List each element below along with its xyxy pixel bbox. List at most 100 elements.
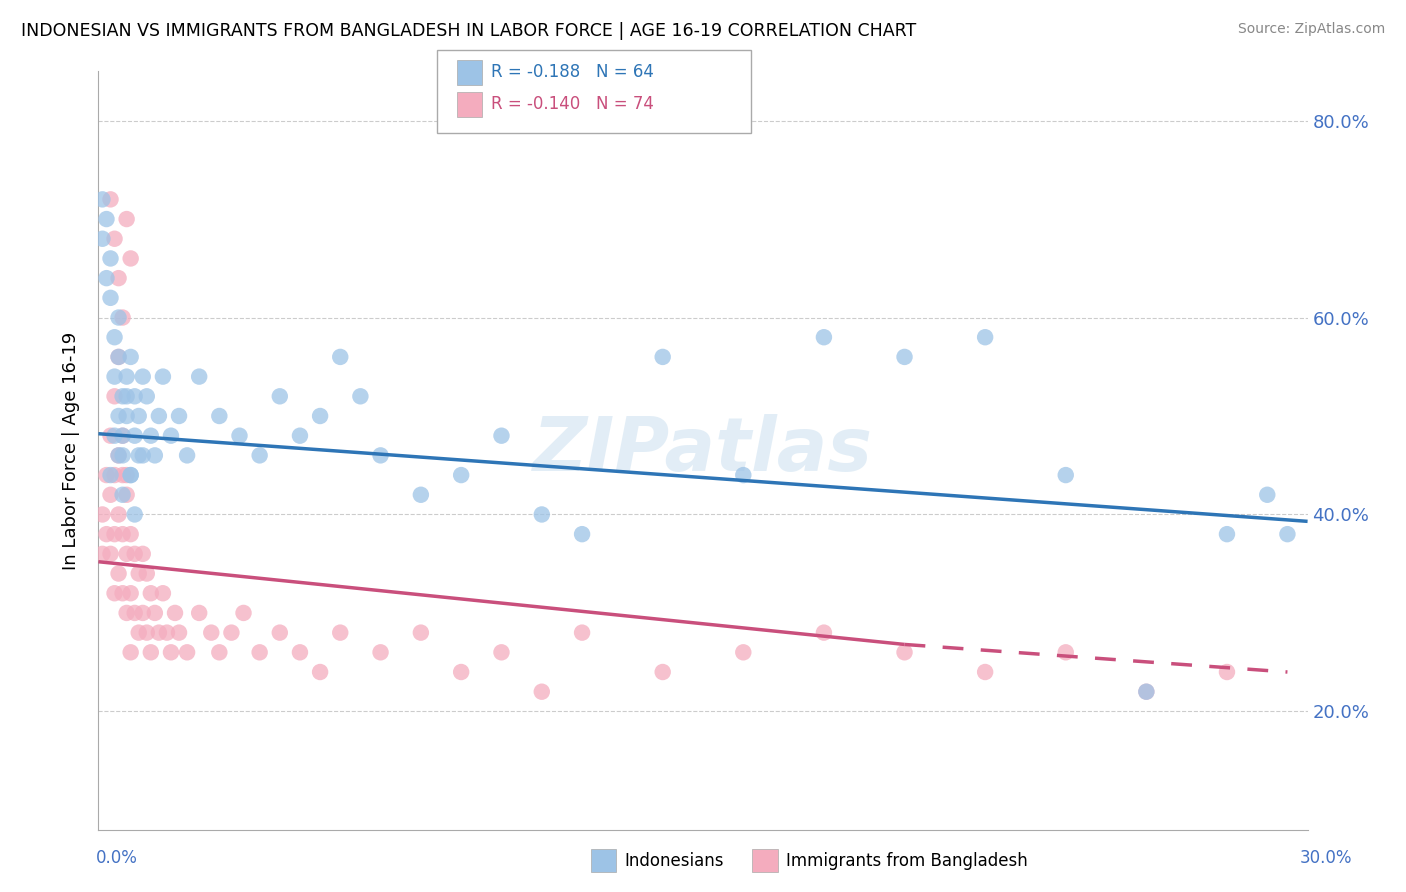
Point [128, 625, 150, 640]
Point [111, 468, 134, 483]
Point [163, 606, 186, 620]
Point [974, 330, 997, 344]
Point [530, 684, 553, 698]
Point [107, 409, 129, 423]
Point [167, 409, 190, 423]
Point [124, 547, 146, 561]
Point [100, 291, 122, 305]
Point [103, 527, 125, 541]
Point [111, 428, 134, 442]
Point [115, 389, 138, 403]
Point [148, 409, 170, 423]
Point [128, 409, 150, 423]
Point [100, 468, 122, 483]
Point [91, 193, 114, 207]
Point [91, 508, 114, 522]
Point [107, 350, 129, 364]
Point [103, 232, 125, 246]
Point [115, 488, 138, 502]
Point [124, 606, 146, 620]
Point [120, 468, 142, 483]
Point [288, 428, 311, 442]
Point [100, 428, 122, 442]
Point [111, 310, 134, 325]
Point [571, 625, 593, 640]
Point [156, 625, 179, 640]
Point [309, 665, 332, 679]
Point [107, 508, 129, 522]
Point [139, 586, 162, 600]
Point [143, 449, 166, 463]
Point [100, 547, 122, 561]
Point [143, 606, 166, 620]
Point [139, 428, 162, 442]
Point [91, 232, 114, 246]
Point [974, 665, 997, 679]
Point [128, 449, 150, 463]
Point [103, 389, 125, 403]
Text: Indonesians: Indonesians [624, 852, 724, 870]
Point [135, 389, 157, 403]
Point [309, 409, 332, 423]
Point [139, 645, 162, 659]
Point [107, 449, 129, 463]
Point [107, 566, 129, 581]
Point [813, 330, 835, 344]
Point [132, 369, 155, 384]
Point [115, 547, 138, 561]
Point [409, 488, 432, 502]
Point [188, 606, 211, 620]
Point [132, 547, 155, 561]
Point [100, 193, 122, 207]
Point [733, 468, 755, 483]
Text: 30.0%: 30.0% [1301, 849, 1353, 867]
Text: Source: ZipAtlas.com: Source: ZipAtlas.com [1237, 22, 1385, 37]
Point [107, 271, 129, 285]
Point [1216, 527, 1239, 541]
Point [103, 369, 125, 384]
Point [249, 449, 271, 463]
Point [107, 350, 129, 364]
Point [530, 508, 553, 522]
Point [120, 527, 142, 541]
Point [115, 409, 138, 423]
Point [160, 645, 183, 659]
Point [450, 665, 472, 679]
Point [370, 645, 392, 659]
Point [120, 586, 142, 600]
Point [329, 350, 352, 364]
Point [167, 625, 190, 640]
Point [269, 389, 291, 403]
Point [107, 310, 129, 325]
Point [269, 625, 291, 640]
Point [893, 645, 915, 659]
Point [135, 625, 157, 640]
Text: 0.0%: 0.0% [96, 849, 138, 867]
Point [1277, 527, 1299, 541]
Point [128, 566, 150, 581]
Point [370, 449, 392, 463]
Point [200, 625, 222, 640]
Point [111, 586, 134, 600]
Point [91, 547, 114, 561]
Point [115, 606, 138, 620]
Point [232, 606, 254, 620]
Point [96, 527, 118, 541]
Point [491, 645, 513, 659]
Point [813, 625, 835, 640]
Point [450, 468, 472, 483]
Point [120, 252, 142, 266]
Point [651, 350, 673, 364]
Point [100, 488, 122, 502]
Point [208, 409, 231, 423]
Point [329, 625, 352, 640]
Point [409, 625, 432, 640]
Text: R = -0.140   N = 74: R = -0.140 N = 74 [491, 95, 654, 113]
Point [120, 468, 142, 483]
Point [176, 645, 198, 659]
Point [148, 625, 170, 640]
Text: Immigrants from Bangladesh: Immigrants from Bangladesh [786, 852, 1028, 870]
Point [115, 468, 138, 483]
Point [1135, 684, 1157, 698]
Point [208, 645, 231, 659]
